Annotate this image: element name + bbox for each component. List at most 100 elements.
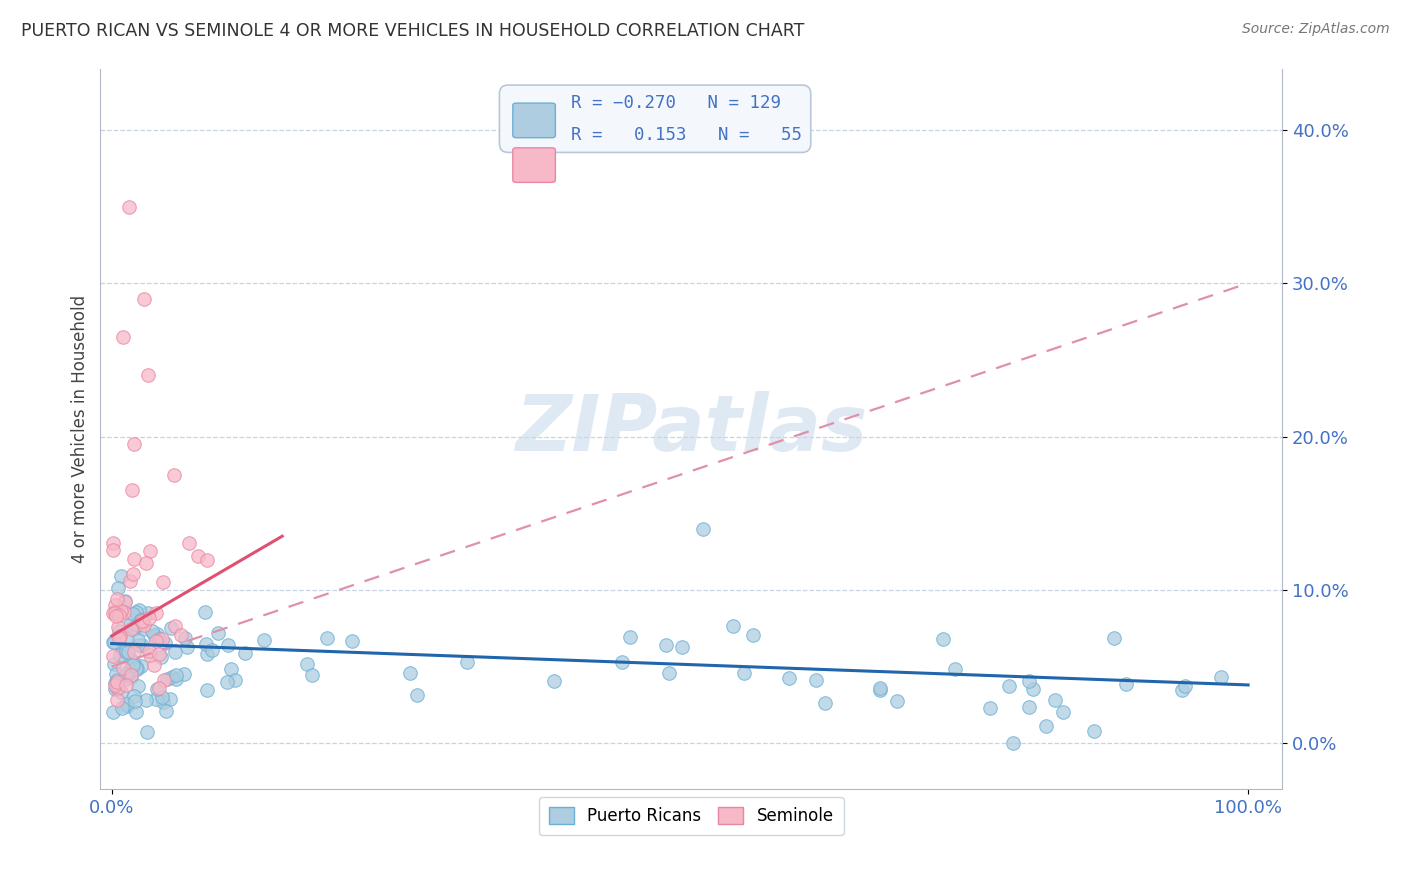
Text: Source: ZipAtlas.com: Source: ZipAtlas.com xyxy=(1241,22,1389,37)
Point xyxy=(733,666,755,681)
Point xyxy=(150,690,173,705)
Point xyxy=(132,618,155,632)
Point xyxy=(108,608,131,623)
Point xyxy=(122,645,145,659)
Point xyxy=(943,662,966,676)
Point xyxy=(152,673,174,687)
Point xyxy=(778,671,800,685)
Point xyxy=(125,706,148,720)
Point xyxy=(194,637,217,651)
Point xyxy=(170,628,193,642)
Point xyxy=(129,613,152,627)
Point xyxy=(146,682,169,697)
Point xyxy=(194,605,217,619)
Point xyxy=(136,724,159,739)
Point xyxy=(187,549,209,563)
Point xyxy=(131,638,153,652)
Point xyxy=(143,657,166,672)
Point xyxy=(143,628,166,642)
Point xyxy=(121,566,143,581)
Point xyxy=(104,598,127,612)
Point xyxy=(173,667,195,681)
Point xyxy=(118,665,141,679)
Point xyxy=(104,675,127,690)
Point xyxy=(141,624,163,638)
Point xyxy=(131,614,153,628)
Point xyxy=(128,611,150,625)
Point xyxy=(104,606,127,620)
Point xyxy=(122,607,145,622)
Point xyxy=(869,682,891,697)
Point xyxy=(165,668,187,682)
Point xyxy=(122,655,145,669)
Point xyxy=(176,640,198,654)
Point xyxy=(136,606,159,620)
Point xyxy=(195,683,218,698)
Point xyxy=(118,200,141,214)
Point xyxy=(456,655,478,669)
Point xyxy=(105,692,128,706)
Point xyxy=(252,632,274,647)
Point xyxy=(125,605,148,619)
Point xyxy=(128,638,150,652)
Point xyxy=(110,685,132,699)
Point xyxy=(145,634,167,648)
Point xyxy=(117,645,139,659)
Point xyxy=(217,675,239,690)
Point xyxy=(136,368,159,383)
Point xyxy=(104,677,127,691)
Point xyxy=(1174,679,1197,693)
Text: ZIPatlas: ZIPatlas xyxy=(515,391,868,467)
Point xyxy=(1052,705,1074,719)
Point xyxy=(742,628,765,642)
Point xyxy=(138,611,160,625)
Point xyxy=(120,668,142,682)
Point xyxy=(692,522,714,536)
Point xyxy=(156,672,179,686)
Point xyxy=(108,631,131,645)
Point xyxy=(166,673,188,687)
Point xyxy=(145,606,167,620)
Point xyxy=(619,631,641,645)
Point xyxy=(132,292,155,306)
Point xyxy=(104,681,127,696)
Point xyxy=(127,617,149,632)
Point xyxy=(804,673,827,688)
Point xyxy=(125,662,148,676)
Point xyxy=(101,635,124,649)
Point xyxy=(195,647,218,661)
Point xyxy=(129,658,152,673)
Point xyxy=(110,569,132,583)
Point xyxy=(138,643,160,657)
Point xyxy=(120,670,142,684)
Point xyxy=(148,647,170,661)
Point xyxy=(105,674,128,689)
Point xyxy=(120,574,142,589)
Point xyxy=(160,621,183,635)
Point xyxy=(1002,736,1025,750)
Point xyxy=(127,680,149,694)
Point xyxy=(148,632,170,647)
Point xyxy=(115,698,138,713)
Point xyxy=(340,633,363,648)
Point xyxy=(107,620,129,634)
Point xyxy=(107,681,129,695)
Point xyxy=(114,593,136,607)
Point xyxy=(132,615,155,629)
Point xyxy=(103,635,125,649)
Point xyxy=(1018,700,1040,714)
Point xyxy=(124,694,146,708)
Point xyxy=(152,574,174,589)
Point xyxy=(155,705,177,719)
Point xyxy=(1018,674,1040,689)
Point xyxy=(112,330,135,344)
Point xyxy=(174,631,197,645)
Point xyxy=(657,665,679,680)
Point xyxy=(125,661,148,675)
Point xyxy=(114,595,136,609)
Point xyxy=(120,652,142,666)
Point xyxy=(112,645,135,659)
Point xyxy=(316,631,339,645)
Point xyxy=(219,662,242,676)
Point xyxy=(1115,676,1137,690)
